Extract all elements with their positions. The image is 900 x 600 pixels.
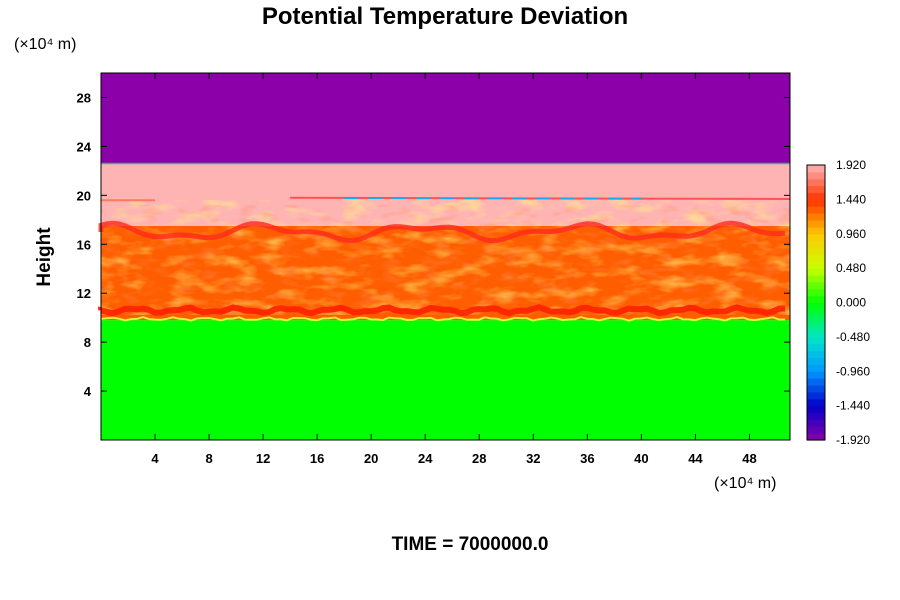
colorbar-segment	[807, 240, 825, 249]
colorbar-segment	[807, 213, 825, 221]
x-tick-label: 8	[205, 451, 212, 466]
colorbar-tick-label: -0.960	[836, 364, 870, 378]
colorbar-segment	[807, 378, 825, 386]
colorbar-segment	[807, 281, 825, 290]
colorbar-segment	[807, 178, 825, 187]
colorbar-segment	[807, 295, 825, 304]
x-unit-label: (×10⁴ m)	[714, 475, 776, 492]
colorbar-segment	[807, 385, 825, 393]
x-tick-label: 20	[364, 451, 378, 466]
turbulent-top-edge	[98, 220, 786, 244]
y-tick-label: 8	[84, 335, 91, 350]
plot-frame	[100, 72, 791, 441]
colorbar-frame	[806, 164, 826, 441]
y-tick-label: 20	[77, 188, 91, 203]
colorbar-tick-label: 1.920	[836, 158, 866, 172]
colorbar-segment	[807, 336, 825, 345]
y-tick-label: 12	[77, 286, 91, 301]
x-tick-label: 4	[151, 451, 159, 466]
field-layer-3	[101, 73, 790, 164]
x-tick-label: 12	[256, 451, 270, 466]
y-unit-label: (×10⁴ m)	[14, 36, 76, 53]
colorbar-segment	[807, 323, 825, 331]
colorbar-tick-label: -1.920	[836, 433, 870, 447]
colorbar: 1.920 1.440 0.960 0.480 0.000 -0.480 -0.960 -1.…	[806, 158, 870, 447]
colorbar-segment	[807, 419, 825, 427]
field-features	[98, 162, 791, 322]
colorbar-segment	[807, 275, 825, 283]
y-axis-label: Height	[34, 227, 55, 287]
colorbar-segment	[807, 165, 825, 173]
x-tick-label: 28	[472, 451, 486, 466]
colorbar-segment	[807, 192, 825, 200]
colorbar-tick-label: 0.960	[836, 227, 866, 241]
time-label: TIME = 7000000.0	[392, 534, 549, 555]
colorbar-segment	[807, 405, 825, 414]
colorbar-tick-label: -1.440	[836, 399, 870, 413]
colorbar-tick-label: 0.000	[836, 296, 866, 310]
turbulent-bottom-edge	[98, 304, 786, 317]
y-tick-label: 16	[77, 237, 91, 252]
colorbar-tick-label: -0.480	[836, 330, 870, 344]
colorbar-segment	[807, 391, 825, 400]
boundary-streak	[100, 316, 786, 322]
colorbar-segment	[807, 371, 825, 379]
colorbar-segment	[807, 220, 825, 228]
colorbar-segment	[807, 254, 825, 262]
field-layer-0	[101, 320, 790, 440]
colorbar-segment	[807, 247, 825, 255]
colorbar-segment	[807, 330, 825, 338]
x-tick-label: 48	[742, 451, 756, 466]
y-axis-ticks: 4 8 12 16 20 24 28	[77, 90, 790, 399]
colorbar-segment	[807, 288, 825, 297]
x-tick-label: 40	[634, 451, 648, 466]
x-tick-label: 32	[526, 451, 540, 466]
colorbar-segment	[807, 350, 825, 359]
colorbar-segment	[807, 398, 825, 407]
x-tick-label: 36	[580, 451, 594, 466]
colorbar-segment	[807, 261, 825, 269]
colorbar-segment	[807, 226, 825, 235]
colorbar-segment	[807, 233, 825, 242]
colorbar-tick-label: 0.480	[836, 261, 866, 275]
x-tick-label: 24	[418, 451, 433, 466]
x-tick-label: 44	[688, 451, 703, 466]
colorbar-segment	[807, 412, 825, 420]
colorbar-segment	[807, 171, 825, 180]
colorbar-segment	[807, 206, 825, 214]
colorbar-segment	[807, 199, 825, 207]
colorbar-segment	[807, 426, 825, 434]
colorbar-segment	[807, 357, 825, 365]
colorbar-segment	[807, 364, 825, 372]
x-axis-ticks: 4 8 12 16 20 24 28 32 36 40 44 48	[151, 73, 757, 466]
turbulence-texture-red	[101, 205, 790, 315]
colorbar-segment	[807, 302, 825, 310]
colorbar-segment	[807, 316, 825, 324]
x-tick-label: 16	[310, 451, 324, 466]
colorbar-segment	[807, 433, 825, 441]
y-tick-label: 24	[77, 139, 92, 154]
colorbar-segment	[807, 309, 825, 317]
colorbar-segment	[807, 185, 825, 194]
colorbar-segment	[807, 268, 825, 276]
colorbar-segment	[807, 343, 825, 352]
chart-title: Potential Temperature Deviation	[262, 3, 628, 30]
y-tick-label: 4	[84, 384, 92, 399]
y-tick-label: 28	[77, 90, 91, 105]
colorbar-tick-label: 1.440	[836, 192, 866, 206]
